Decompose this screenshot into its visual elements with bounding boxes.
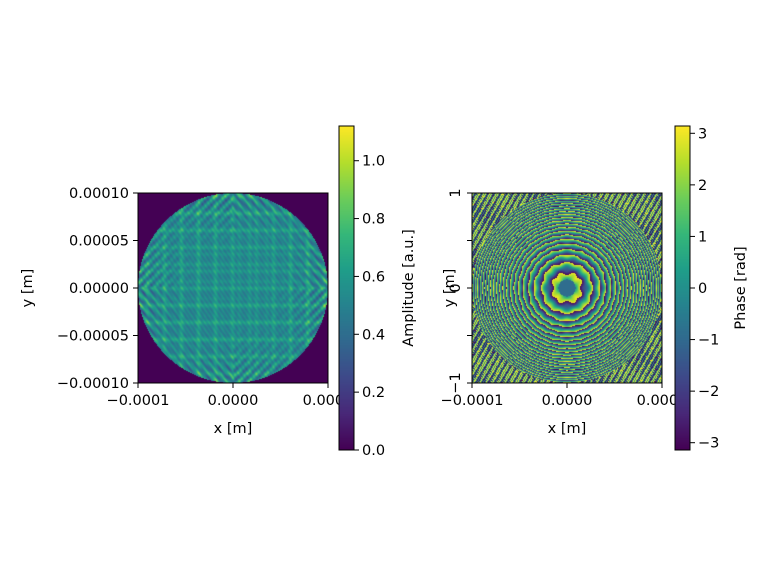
phase-colorbar-frame xyxy=(674,125,691,451)
amplitude-y-tick-label: 0.00010 xyxy=(69,186,129,202)
phase-x-tick-label: −0.0001 xyxy=(441,393,504,409)
amplitude-y-tick-label: −0.00010 xyxy=(57,376,129,392)
amplitude-y-ticks: −0.00010 −0.00005 0.00000 0.00005 0.00010 xyxy=(57,186,138,392)
amplitude-colorbar-tick-label: 0.0 xyxy=(362,443,385,459)
amplitude-heatmap xyxy=(138,193,328,383)
amplitude-colorbar-frame xyxy=(338,125,355,451)
phase-heatmap xyxy=(472,193,662,383)
phase-colorbar-ticks: −3 −2 −1 0 1 2 3 xyxy=(690,126,719,452)
phase-colorbar-tick-label: 0 xyxy=(698,281,707,297)
amplitude-panel: −0.0001 0.0000 0.0001 −0.00010−0.000050.00… xyxy=(20,125,417,459)
phase-colorbar-tick-label: 2 xyxy=(698,178,707,194)
amplitude-colorbar-tick-label: 0.2 xyxy=(362,385,385,401)
amplitude-colorbar-ticks: 0.0 0.2 0.4 0.6 0.8 1.0 xyxy=(354,154,385,459)
amplitude-colorbar-tick-label: 1.0 xyxy=(362,154,385,170)
amplitude-x-axis-label: x [m] xyxy=(214,421,253,437)
phase-y-axis-label: y [m] xyxy=(442,269,458,308)
amplitude-colorbar-tick-label: 0.6 xyxy=(362,269,385,285)
phase-colorbar xyxy=(675,126,690,450)
amplitude-colorbar-tick-label: 0.4 xyxy=(362,327,385,343)
phase-y-ticks: −1 0 1 xyxy=(448,188,472,394)
phase-y-tick-label: 0 xyxy=(448,283,464,292)
phase-y-tick-label: 1 xyxy=(448,188,464,197)
phase-panel: −0.0001 0.0000 0.0001 −101 x [m] y [m] −3−… xyxy=(441,125,749,452)
phase-colorbar-tick-label: −1 xyxy=(698,333,719,349)
phase-colorbar-tick-label: 3 xyxy=(698,126,707,142)
phase-colorbar-tick-label: −2 xyxy=(698,384,719,400)
amplitude-colorbar-label: Amplitude [a.u.] xyxy=(401,229,417,347)
phase-x-tick-label: 0.0000 xyxy=(542,393,593,409)
amplitude-y-tick-label: 0.00000 xyxy=(69,281,129,297)
amplitude-colorbar-tick-label: 0.8 xyxy=(362,212,385,228)
phase-y-tick-label: −1 xyxy=(448,372,464,393)
amplitude-x-tick-label: −0.0001 xyxy=(107,393,170,409)
phase-colorbar-tick-label: 1 xyxy=(698,229,707,245)
phase-colorbar-label: Phase [rad] xyxy=(733,246,749,329)
phase-x-axis-label: x [m] xyxy=(548,421,587,437)
phase-colorbar-tick-label: −3 xyxy=(698,436,719,452)
amplitude-y-axis-label: y [m] xyxy=(20,269,36,308)
amplitude-y-tick-label: 0.00005 xyxy=(69,234,129,250)
amplitude-y-tick-label: −0.00005 xyxy=(57,329,129,345)
amplitude-x-tick-label: 0.0000 xyxy=(208,393,259,409)
amplitude-colorbar xyxy=(339,126,354,450)
